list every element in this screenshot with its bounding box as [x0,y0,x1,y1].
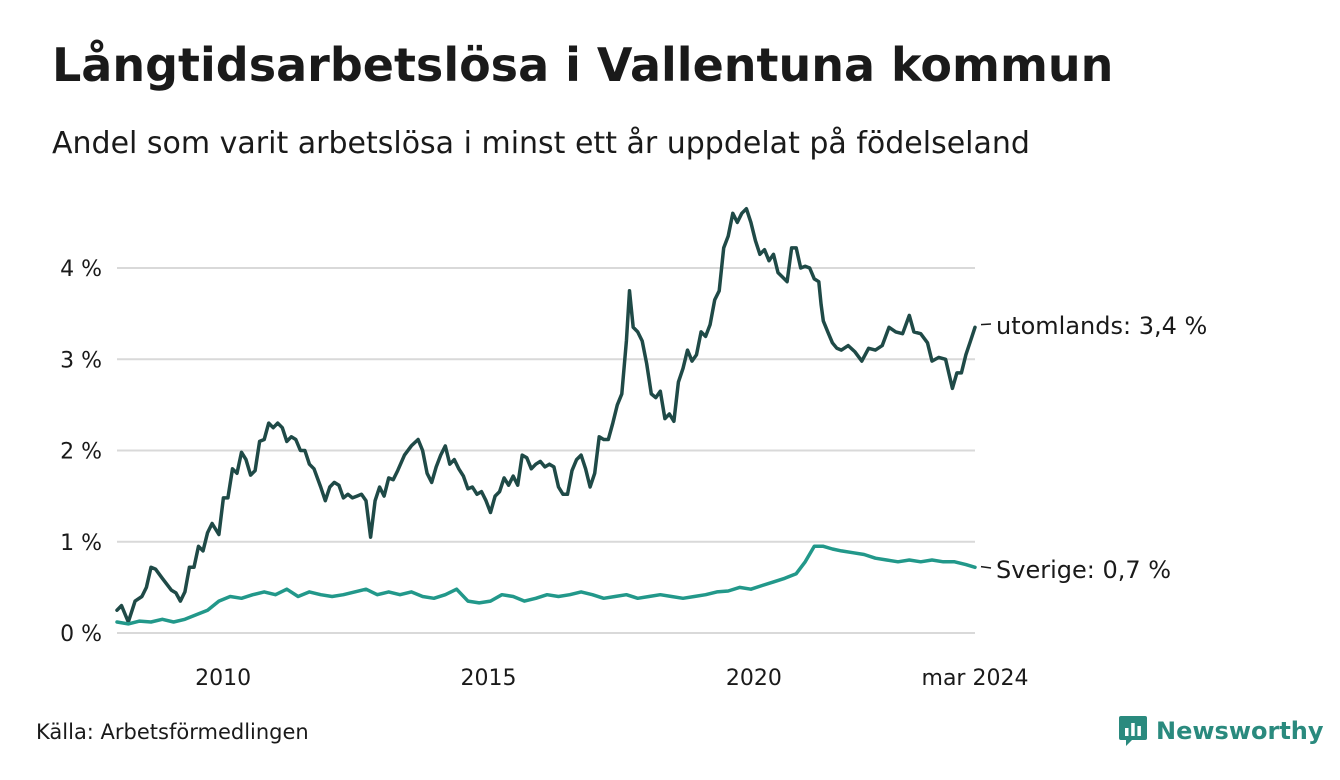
series-lines [115,206,977,626]
newsworthy-icon [1119,716,1147,746]
x-tick-label-0: 2010 [195,666,251,691]
series-end-labels: utomlands: 3,4 % Sverige: 0,7 % [980,312,1207,584]
grid-lines [117,267,975,634]
end-label-sverige: Sverige: 0,7 % [996,556,1171,584]
y-axis-ticks: 0 % 1 % 2 % 3 % 4 % [60,257,102,647]
end-label-connector-0 [980,323,992,326]
source-note: Källa: Arbetsförmedlingen [36,720,309,744]
end-label-utomlands: utomlands: 3,4 % [996,312,1207,340]
x-tick-label-1: 2015 [460,666,516,691]
x-tick-label-2: 2020 [726,666,782,691]
chart-subtitle: Andel som varit arbetslösa i minst ett å… [52,126,1030,161]
chart-title: Långtidsarbetslösa i Vallentuna kommun [52,38,1114,92]
y-tick-label-4: 4 % [60,257,102,282]
y-tick-label-2: 2 % [60,440,102,465]
y-tick-label-0: 0 % [60,622,102,647]
brand-name: Newsworthy [1156,717,1324,745]
y-tick-label-3: 3 % [60,348,102,373]
series-line-utomlands [115,206,977,624]
newsworthy-logo[interactable]: Newsworthy [1118,714,1324,748]
x-tick-label-3: mar 2024 [922,666,1029,691]
series-line-sverige [115,544,977,626]
end-label-connector-1 [980,565,992,569]
y-tick-label-1: 1 % [60,531,102,556]
x-axis-ticks: 2010 2015 2020 mar 2024 [195,666,1028,691]
